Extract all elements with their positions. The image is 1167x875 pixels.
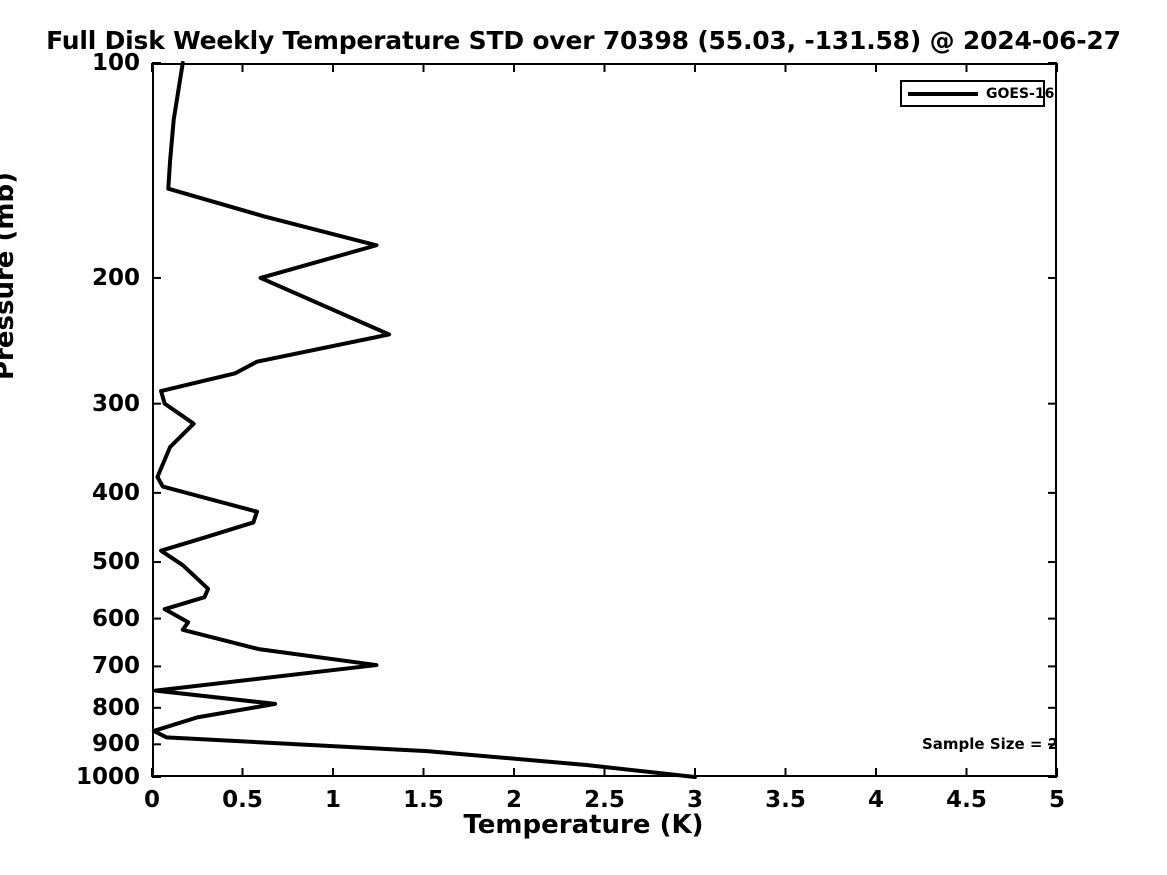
x-axis-title: Temperature (K) xyxy=(463,810,704,840)
x-tick-label: 4 xyxy=(867,787,884,813)
series-line-goes-16 xyxy=(151,61,697,779)
sample-size-annotation: Sample Size = 2 xyxy=(922,735,1059,753)
y-tick-label: 200 xyxy=(91,264,140,291)
x-tick-label: 3 xyxy=(686,787,703,813)
y-tick-label: 800 xyxy=(91,694,140,721)
x-tick-label: 3.5 xyxy=(765,787,806,813)
y-axis-title: Pressure (mb) xyxy=(0,172,20,380)
x-tick-label: 1.5 xyxy=(403,787,444,813)
plot-area xyxy=(151,61,1058,779)
y-tick-label: 1000 xyxy=(75,764,140,790)
y-tick-label: 500 xyxy=(91,549,140,576)
x-tick-label: 0.5 xyxy=(222,787,263,813)
page-title: Full Disk Weekly Temperature STD over 70… xyxy=(46,26,1121,55)
x-tick-label: 2.5 xyxy=(584,787,625,813)
legend-item-label: GOES-16 xyxy=(986,85,1055,102)
y-tick-label: 900 xyxy=(91,731,140,758)
x-tick-label: 2 xyxy=(505,787,522,813)
y-tick-label: 100 xyxy=(91,50,140,76)
data-series-svg xyxy=(151,61,1058,779)
series-group xyxy=(151,61,697,779)
legend[interactable]: GOES-16 xyxy=(900,80,1054,107)
x-tick-label: 4.5 xyxy=(946,787,987,813)
x-tick-label: 5 xyxy=(1048,787,1065,813)
plot-frame xyxy=(152,63,1057,777)
y-tick-label: 400 xyxy=(91,479,140,506)
axis-ticks-group xyxy=(151,62,1058,778)
x-tick-label: 1 xyxy=(324,787,341,813)
y-tick-label: 600 xyxy=(91,605,140,632)
x-tick-label: 0 xyxy=(143,787,160,813)
legend-line-swatch xyxy=(908,91,978,96)
y-tick-label: 300 xyxy=(91,390,140,417)
y-tick-label: 700 xyxy=(91,653,140,680)
